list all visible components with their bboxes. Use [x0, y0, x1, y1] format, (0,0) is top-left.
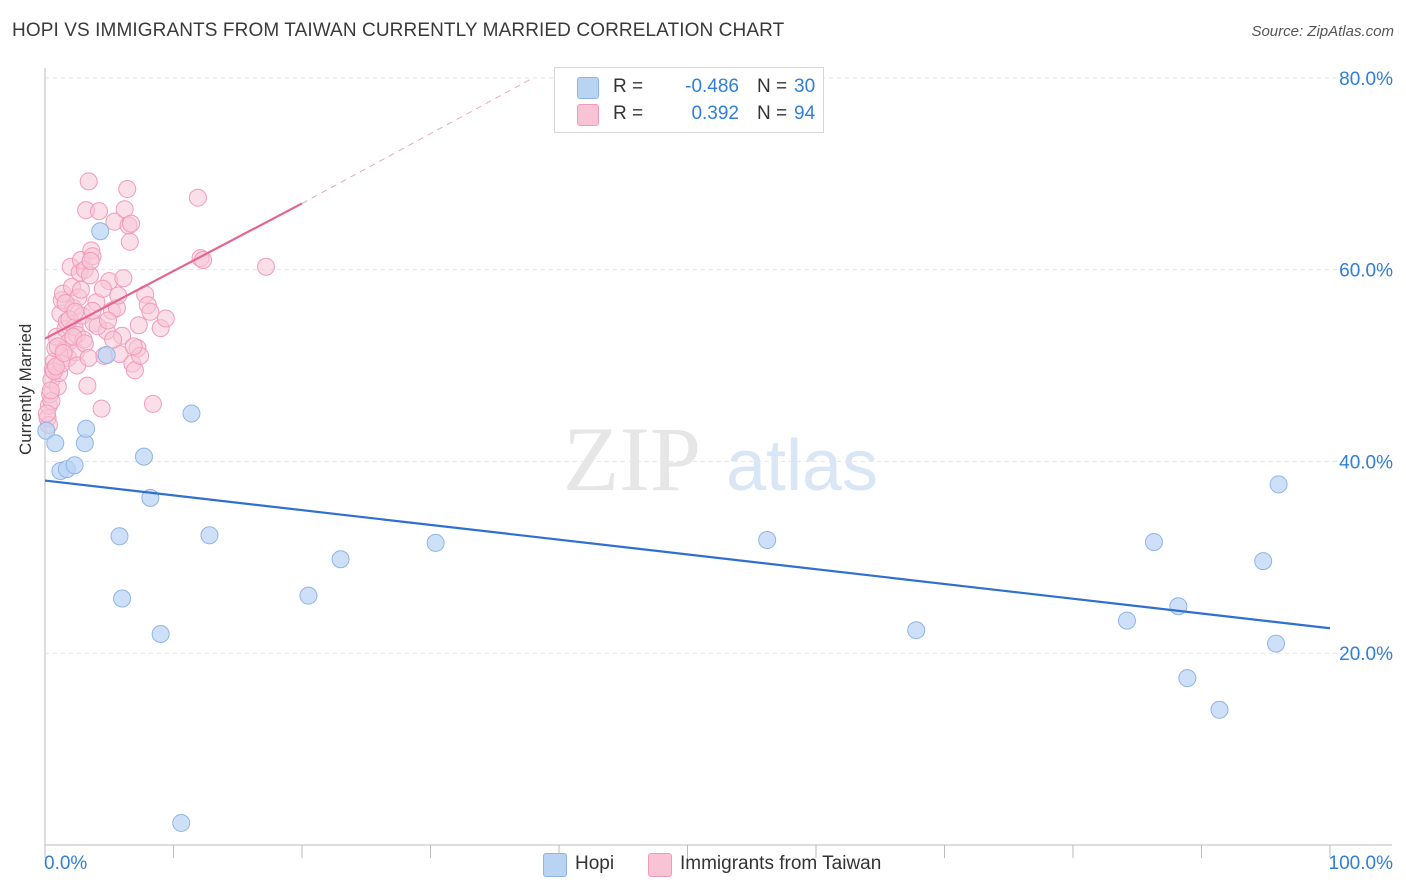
hopi-point: [77, 419, 96, 438]
taiwan-point: [156, 309, 175, 328]
taiwan-point: [66, 302, 85, 321]
x-tick-label: 100.0%: [1329, 853, 1394, 874]
legend-n-label: N =: [757, 76, 788, 97]
hopi-points: [37, 222, 1288, 832]
taiwan-point: [79, 172, 98, 191]
hopi-point: [299, 586, 318, 605]
taiwan-point: [109, 286, 128, 305]
taiwan-trend-extension: [301, 77, 534, 204]
legend-r-label: R =: [613, 103, 644, 124]
hopi-trend-line: [44, 479, 1331, 630]
hopi-point: [1178, 669, 1197, 688]
grid-lines: [45, 77, 1392, 654]
taiwan-point: [188, 188, 207, 207]
hopi-swatch: [577, 77, 599, 99]
legend-n-value: 30: [794, 76, 816, 97]
hopi-point: [907, 621, 926, 640]
y-tick-label: 60.0%: [1339, 261, 1393, 282]
bottom-legend-hopi-label: Hopi: [575, 853, 615, 874]
taiwan-point: [194, 251, 213, 270]
hopi-point: [151, 625, 170, 644]
taiwan-point: [71, 280, 90, 299]
legend-r-value: 0.392: [691, 103, 739, 124]
taiwan-trend-line: [44, 202, 303, 340]
taiwan-point: [129, 316, 148, 335]
hopi-point: [1269, 475, 1288, 494]
taiwan-point: [78, 376, 97, 395]
taiwan-point: [37, 404, 56, 423]
hopi-point: [46, 434, 65, 453]
legend-r-label: R =: [613, 76, 644, 97]
taiwan-point: [92, 399, 111, 418]
watermark-zip: ZIP: [563, 408, 701, 510]
taiwan-point: [54, 344, 73, 363]
hopi-point: [331, 550, 350, 569]
taiwan-point: [118, 180, 137, 199]
taiwan-point: [104, 330, 123, 349]
taiwan-point: [141, 302, 160, 321]
y-tick-label: 20.0%: [1339, 644, 1393, 665]
hopi-point: [65, 456, 84, 475]
hopi-point: [172, 813, 191, 832]
chart-title: HOPI VS IMMIGRANTS FROM TAIWAN CURRENTLY…: [12, 20, 785, 41]
taiwan-points: [37, 172, 276, 434]
legend-n-label: N =: [757, 103, 788, 124]
hopi-point: [200, 526, 219, 545]
bottom-legend-taiwan-label: Immigrants from Taiwan: [680, 853, 882, 874]
taiwan-point: [124, 337, 143, 356]
tick-labels: 20.0% 40.0% 60.0% 80.0% 0.0% 100.0%: [44, 69, 1393, 874]
taiwan-point: [81, 251, 100, 270]
hopi-point: [426, 533, 445, 552]
hopi-point: [1117, 611, 1136, 630]
hopi-point: [1210, 700, 1229, 719]
taiwan-swatch: [648, 853, 672, 877]
y-tick-label: 80.0%: [1339, 69, 1393, 90]
y-tick-label: 40.0%: [1339, 452, 1393, 473]
trend-lines: [44, 77, 1331, 630]
hopi-point: [113, 589, 132, 608]
hopi-point: [91, 222, 110, 241]
taiwan-point: [143, 394, 162, 413]
taiwan-point: [79, 348, 98, 367]
axes: [44, 68, 1392, 858]
taiwan-point: [93, 279, 112, 298]
y-axis-label: Currently Married: [16, 323, 35, 455]
hopi-point: [134, 447, 153, 466]
watermark: ZIP atlas: [563, 408, 878, 510]
taiwan-point: [257, 257, 276, 276]
hopi-swatch: [543, 853, 567, 877]
taiwan-point: [122, 214, 141, 233]
taiwan-point: [120, 232, 139, 251]
x-tick-label: 0.0%: [44, 853, 87, 874]
legend-n-value: 94: [794, 103, 816, 124]
taiwan-point: [89, 202, 108, 221]
hopi-point: [37, 421, 56, 440]
source-credit: Source: ZipAtlas.com: [1251, 23, 1394, 40]
taiwan-point: [114, 269, 133, 288]
taiwan-point: [98, 311, 117, 330]
watermark-atlas: atlas: [726, 426, 878, 506]
hopi-point: [182, 404, 201, 423]
hopi-point: [1144, 532, 1163, 551]
hopi-point: [758, 531, 777, 550]
hopi-point: [110, 527, 129, 546]
hopi-point: [97, 345, 116, 364]
legend: R = -0.486 N = 30 R = 0.392 N = 94: [554, 67, 824, 133]
taiwan-point: [41, 381, 60, 400]
taiwan-point: [46, 357, 65, 376]
hopi-point: [1254, 552, 1273, 571]
taiwan-swatch: [577, 104, 599, 126]
hopi-point: [1267, 634, 1286, 653]
legend-r-value: -0.486: [685, 76, 739, 97]
